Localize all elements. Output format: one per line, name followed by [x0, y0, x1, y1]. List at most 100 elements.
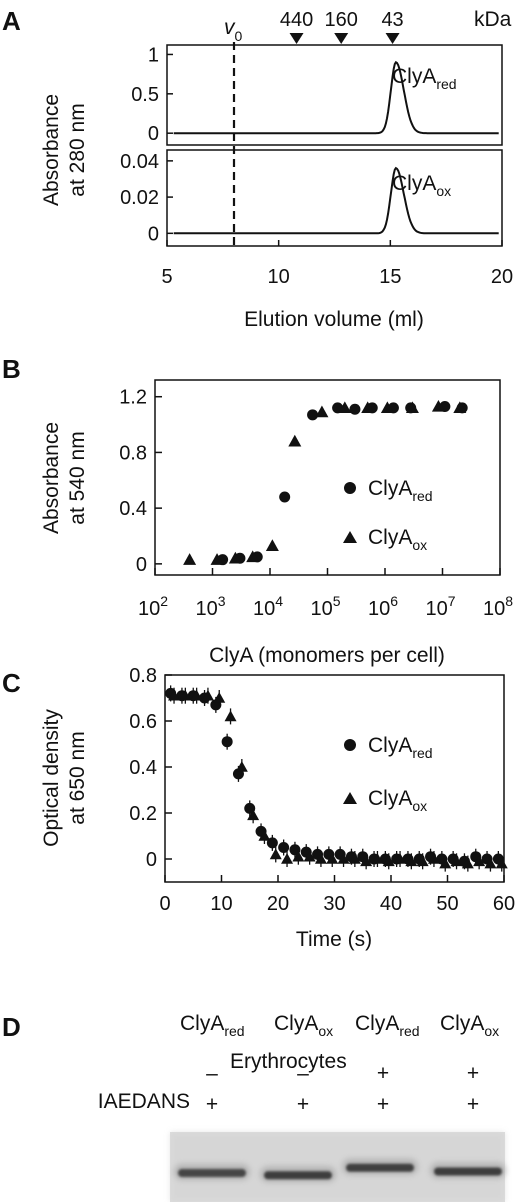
data-point-triangle: [484, 857, 497, 869]
panel-label-b: B: [2, 354, 21, 384]
gel-image: [170, 1132, 506, 1202]
panel-c: C 0 10 20 30 40 50 60 0 0.2 0.4 0.6 0.8 ClyAred Cly…: [2, 665, 515, 951]
data-point-triangle: [288, 434, 302, 447]
y-tick-label: 0.04: [120, 151, 159, 173]
row-value: +: [297, 1093, 309, 1116]
panel-b-axes: 102 103 104 105 106 107 108 0 0.4 0.8 1.2: [119, 387, 513, 620]
x-tick-label: 104: [253, 593, 283, 620]
marker-label: 440: [280, 9, 313, 31]
panel-a-y-label-1: Absorbance: [40, 94, 63, 206]
y-tick-label: 0.8: [129, 665, 157, 687]
data-point-triangle: [371, 853, 384, 864]
row-value: +: [377, 1093, 389, 1116]
legend-ox-label: ClyAox: [368, 526, 427, 553]
row-value: +: [377, 1062, 389, 1085]
data-point-triangle: [427, 853, 440, 864]
data-point-triangle: [338, 401, 352, 414]
marker-triangle: [289, 33, 304, 44]
row-label-erythrocytes: Erythrocytes: [230, 1050, 347, 1073]
row-value: +: [206, 1093, 218, 1116]
y-tick-label: 1.2: [119, 387, 147, 409]
legend-triangle-marker: [343, 792, 357, 804]
x-tick-label: 108: [483, 593, 513, 620]
data-point-triangle: [450, 855, 463, 867]
panel-label-a: A: [2, 6, 21, 36]
panel-a-x-axis: 5 10 15 20: [161, 240, 513, 288]
y-tick-label: 0: [148, 123, 159, 145]
panel-a-x-label: Elution volume (ml): [244, 308, 424, 331]
column-header: ClyAred: [180, 1012, 245, 1039]
x-tick-label: 20: [267, 893, 289, 915]
data-point-triangle: [337, 853, 350, 864]
data-point-triangle: [360, 855, 373, 867]
gel-band: [434, 1167, 502, 1176]
data-point-triangle: [224, 710, 237, 722]
x-tick-label: 10: [268, 266, 290, 288]
column-header: ClyAox: [274, 1012, 333, 1039]
trace-ox-frame: [166, 149, 503, 247]
y-tick-label: 0.4: [129, 757, 157, 779]
data-point-triangle: [453, 401, 467, 414]
data-point-triangle: [168, 689, 181, 701]
x-tick-label: 30: [323, 893, 345, 915]
legend-red-label: ClyAred: [368, 734, 433, 761]
data-point-triangle: [258, 830, 271, 841]
data-point-circle: [278, 842, 290, 853]
panel-b-y-label-1: Absorbance: [40, 422, 63, 534]
data-point-triangle: [247, 809, 260, 821]
x-tick-label: 106: [368, 593, 398, 620]
x-tick-label: 107: [425, 593, 455, 620]
y-tick-label: 1: [148, 44, 159, 66]
data-point-triangle: [246, 550, 260, 563]
data-point-triangle: [461, 857, 474, 869]
data-point-triangle: [431, 399, 445, 412]
data-point-circle: [279, 491, 291, 503]
data-point-circle: [349, 403, 361, 415]
data-point-triangle: [405, 855, 418, 867]
row-label-iaedans: IAEDANS: [98, 1090, 190, 1113]
legend-triangle-marker: [343, 531, 357, 543]
data-point-triangle: [292, 850, 305, 862]
x-tick-label: 60: [493, 893, 515, 915]
panel-c-x-label: Time (s): [296, 928, 372, 951]
y-tick-label: 0.4: [119, 498, 147, 520]
data-point-triangle: [348, 853, 361, 864]
panel-b-y-label-2: at 540 nm: [66, 431, 89, 524]
data-point-triangle: [190, 689, 203, 701]
x-tick-label: 20: [491, 266, 513, 288]
y-tick-label: 0.2: [129, 803, 157, 825]
x-tick-label: 0: [159, 893, 170, 915]
trace-red-frame: [166, 44, 503, 146]
x-tick-label: 105: [310, 593, 340, 620]
data-point-triangle: [495, 857, 508, 869]
data-point-triangle: [361, 401, 375, 414]
legend-ox-label: ClyAox: [368, 787, 427, 814]
y-tick-label: 0: [148, 223, 159, 245]
panel-c-axes: 0 10 20 30 40 50 60 0 0.2 0.4 0.6 0.8: [129, 665, 515, 915]
panel-a: A kDa v0 440 160 43 00.51 00.020.04 5 10 15 2…: [2, 6, 513, 331]
data-point-triangle: [405, 401, 419, 414]
gel-bands: [174, 1158, 506, 1183]
y-tick-label: 0.6: [129, 711, 157, 733]
data-point-triangle: [439, 857, 452, 869]
y-tick-label: 0.5: [131, 84, 159, 106]
data-point-triangle: [265, 539, 279, 551]
panel-c-points: [165, 685, 508, 872]
data-point-triangle: [235, 761, 248, 772]
legend-circle-marker: [344, 482, 356, 494]
panel-c-y-label-2: at 650 nm: [66, 731, 89, 824]
panel-b-legend: ClyAred ClyAox: [343, 477, 433, 553]
data-point-triangle: [269, 848, 282, 860]
data-point-triangle: [382, 855, 395, 867]
data-point-triangle: [213, 692, 226, 703]
data-point-triangle: [183, 553, 197, 565]
data-point-triangle: [228, 551, 242, 564]
panel-c-legend: ClyAred ClyAox: [343, 734, 433, 814]
trace-ox-plot: 0 0.02 0.04: [120, 151, 499, 245]
row-value: –: [297, 1062, 309, 1085]
panel-d: D ClyAred ClyAox ClyAred ClyAox Erythroc…: [2, 1012, 506, 1202]
data-point-triangle: [303, 850, 316, 862]
marker-group: 440 160 43: [280, 9, 404, 44]
data-point-circle: [307, 409, 319, 421]
panel-b-points: [183, 399, 468, 566]
